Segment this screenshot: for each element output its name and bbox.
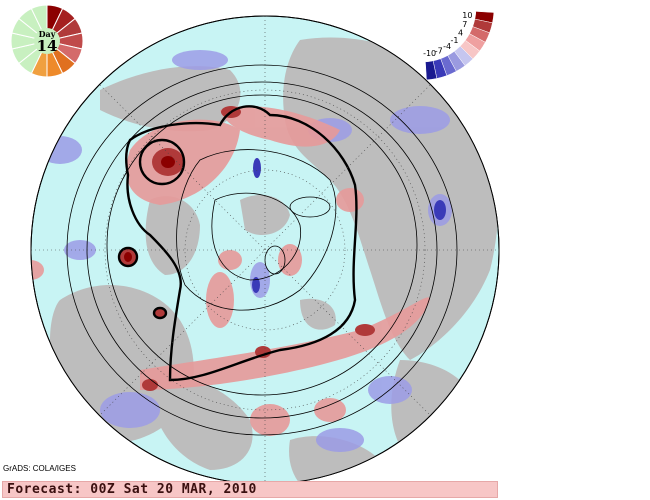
day-label: Day 14 [33, 29, 61, 55]
contours-thick [117, 105, 358, 382]
legend-label: 10 [462, 11, 472, 20]
legend-label: 7 [462, 20, 467, 29]
legend-label: -1 [451, 36, 459, 45]
legend-label: -4 [443, 42, 451, 51]
legend-label: -7 [435, 46, 443, 55]
forecast-label: Forecast: 00Z Sat 20 MAR, 2010 [7, 482, 257, 497]
graticule [31, 16, 499, 484]
day-word: Day [38, 29, 56, 39]
legend-label: -10 [423, 49, 436, 58]
legend-label: 4 [458, 29, 463, 38]
credit-text: GrADS: COLA/IGES [3, 464, 76, 473]
forecast-caption: Forecast: 00Z Sat 20 MAR, 2010 [2, 481, 498, 498]
day-wheel [10, 4, 84, 78]
day-wheel-center [34, 28, 60, 54]
legend-swatch [425, 60, 438, 81]
day-number: 14 [36, 37, 58, 55]
